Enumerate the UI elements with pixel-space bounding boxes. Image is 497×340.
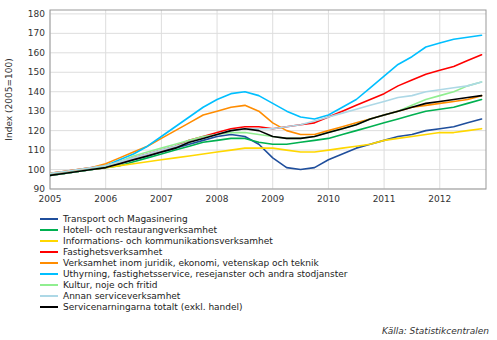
y-tick-label: 150 <box>28 67 45 77</box>
legend-swatch <box>40 306 58 308</box>
legend-swatch <box>40 251 58 253</box>
grid-line-x <box>439 10 440 189</box>
chart: 90 100 110 120 130 140 150 160 170 180 2005 2006 200… <box>0 0 497 340</box>
series-line <box>50 82 482 173</box>
y-tick-label: 130 <box>28 106 45 116</box>
legend-swatch <box>40 262 58 264</box>
series-line <box>50 35 482 175</box>
y-tick-label: 110 <box>28 145 45 155</box>
legend-label: Servicenarningarna totalt (exkl. handel) <box>63 302 243 312</box>
y-tick-label: 90 <box>34 184 46 194</box>
legend-label: Fastighetsverksamhet <box>63 247 163 257</box>
legend-swatch <box>40 295 58 297</box>
series-line <box>50 96 482 176</box>
y-tick-label: 140 <box>28 87 45 97</box>
grid-line-y <box>50 13 486 14</box>
lines <box>50 35 482 175</box>
grid-line-x <box>328 10 329 189</box>
grid-line-y <box>50 150 486 151</box>
y-tick-label: 180 <box>28 9 45 19</box>
grid-line-y <box>50 111 486 112</box>
x-tick-label: 2009 <box>261 194 284 204</box>
x-tick-label: 2005 <box>39 194 62 204</box>
x-tick-label: 2008 <box>206 194 229 204</box>
grid-line-y <box>50 130 486 131</box>
y-tick-label: 100 <box>28 165 45 175</box>
y-axis-label: Index (2005=100) <box>4 58 14 140</box>
legend-label: Hotell- och restaurangverksamhet <box>63 225 218 235</box>
legend-label: Verksamhet inom juridik, ekonomi, vetens… <box>63 258 320 268</box>
y-tick-label: 160 <box>28 48 45 58</box>
grid-line-x <box>105 10 106 189</box>
series-line <box>50 82 482 175</box>
grid-line-x <box>384 10 385 189</box>
legend-swatch <box>40 284 58 286</box>
legend-swatch <box>40 229 58 231</box>
legend-swatch <box>40 240 58 242</box>
legend-label: Informations- och kommunikationsverksamh… <box>63 236 273 246</box>
grid-line-y <box>50 52 486 53</box>
x-tick-label: 2007 <box>150 194 173 204</box>
x-tick-label: 2010 <box>317 194 340 204</box>
source-note: Källa: Statistikcentralen <box>382 326 489 336</box>
legend-swatch <box>40 273 58 275</box>
grid-line-y <box>50 33 486 34</box>
legend-label: Transport och Magasinering <box>62 214 188 224</box>
grid <box>50 10 486 189</box>
grid-line-y <box>50 72 486 73</box>
grid-line-x <box>161 10 162 189</box>
y-tick-label: 120 <box>28 126 45 136</box>
legend: Transport och MagasineringHotell- och re… <box>40 214 348 312</box>
plot-frame <box>50 10 486 189</box>
grid-line-x <box>272 10 273 189</box>
legend-label: Uthyrning, fastighetsservice, resejanste… <box>63 269 348 279</box>
x-tick-label: 2006 <box>94 194 117 204</box>
legend-label: Kultur, noje och fritid <box>63 280 158 290</box>
x-tick-label: 2011 <box>373 194 396 204</box>
series-line <box>50 55 482 174</box>
legend-label: Annan serviceverksamhet <box>63 291 181 301</box>
chart-container: 90 100 110 120 130 140 150 160 170 180 2005 2006 200… <box>0 0 497 340</box>
y-tick-label: 170 <box>28 28 45 38</box>
grid-line-y <box>50 169 486 170</box>
grid-line-y <box>50 91 486 92</box>
x-tick-label: 2012 <box>428 194 451 204</box>
legend-swatch <box>40 218 58 220</box>
